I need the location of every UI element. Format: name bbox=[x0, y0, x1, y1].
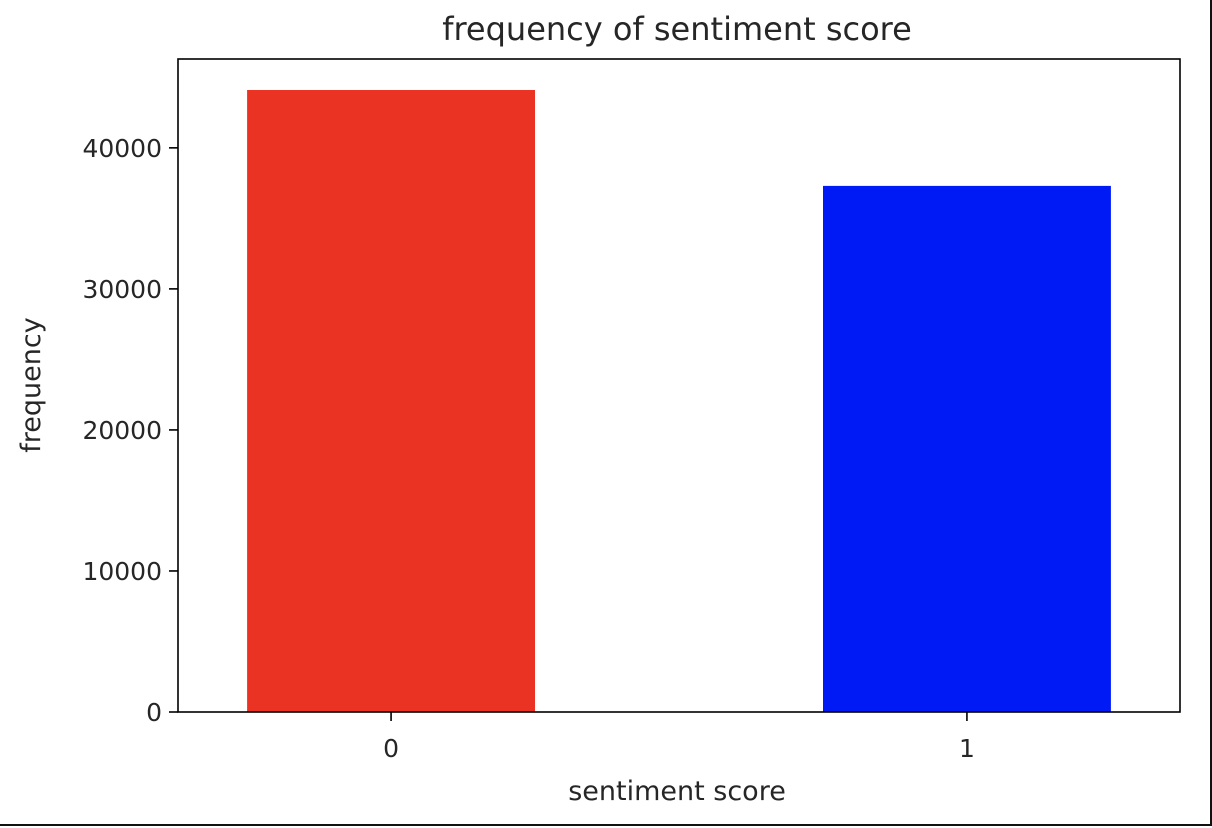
bar-1 bbox=[823, 185, 1111, 712]
y-tick-label: 10000 bbox=[82, 557, 162, 586]
chart-title: frequency of sentiment score bbox=[442, 10, 912, 48]
y-tick-label: 40000 bbox=[82, 134, 162, 163]
y-tick-label: 20000 bbox=[82, 416, 162, 445]
x-axis-label: sentiment score bbox=[568, 776, 786, 807]
y-tick-label: 0 bbox=[146, 698, 162, 727]
axes-frame bbox=[177, 58, 1181, 713]
y-tick-label: 30000 bbox=[82, 275, 162, 304]
y-axis-label: frequency bbox=[16, 317, 47, 452]
bars-group bbox=[247, 90, 1111, 712]
x-tick-label: 0 bbox=[383, 734, 399, 763]
plot-area bbox=[177, 58, 1181, 713]
bar-0 bbox=[247, 90, 535, 712]
x-tick-label: 1 bbox=[959, 734, 975, 763]
y-axis-ticks: 0 10000 20000 30000 40000 bbox=[82, 134, 178, 727]
